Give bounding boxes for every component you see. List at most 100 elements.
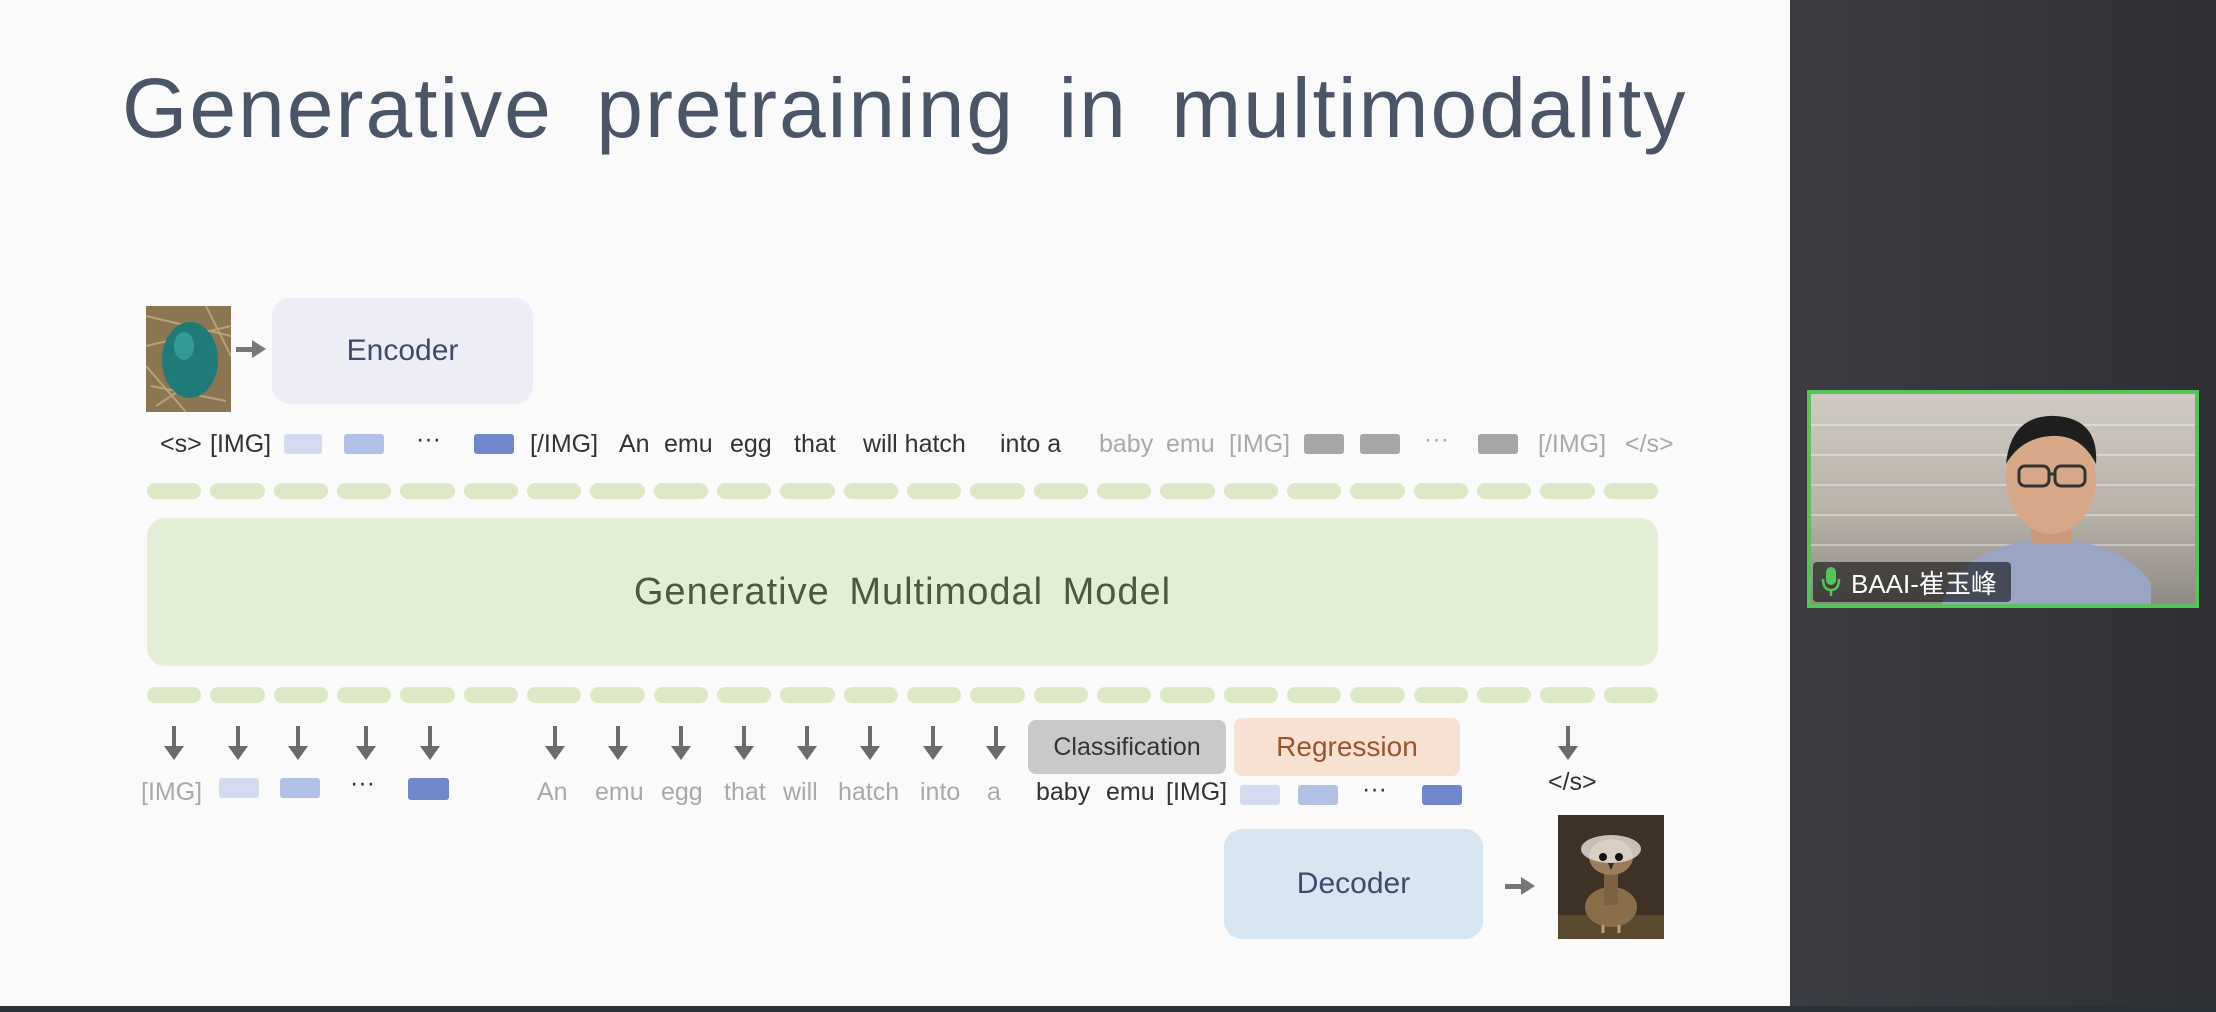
participant-name-tag: BAAI-崔玉峰 xyxy=(1813,562,2011,602)
output-text-token: [IMG] xyxy=(1166,778,1228,806)
embedding-pill xyxy=(1350,687,1405,703)
embedding-pill xyxy=(147,687,202,703)
image-token-gray xyxy=(1478,434,1518,454)
embedding-pill xyxy=(780,483,835,499)
text-token: egg xyxy=(730,430,772,458)
text-token: into a xyxy=(1000,430,1062,458)
embedding-pill xyxy=(210,687,265,703)
embedding-pill xyxy=(843,483,898,499)
output-text-token-gray: that xyxy=(724,778,766,806)
embedding-pill xyxy=(210,483,265,499)
embedding-pill xyxy=(273,687,328,703)
down-arrow-icon xyxy=(608,726,628,762)
bottom-bar xyxy=(0,1006,2216,1012)
embedding-pill xyxy=(1160,687,1215,703)
token-start: <s> xyxy=(160,430,202,458)
decoder-box: Decoder xyxy=(1224,829,1483,939)
embedding-pill xyxy=(1097,483,1152,499)
down-arrow-icon xyxy=(545,726,565,762)
embedding-pill xyxy=(1350,483,1405,499)
output-text-token-gray: An xyxy=(537,778,568,806)
down-arrow-icon xyxy=(164,726,184,762)
embedding-pill xyxy=(463,483,518,499)
token-ellipsis-gray: ··· xyxy=(1424,425,1449,453)
output-text-token: emu xyxy=(1106,778,1155,806)
embedding-pill xyxy=(717,483,772,499)
embedding-pill xyxy=(1223,483,1278,499)
embedding-pill xyxy=(590,687,645,703)
embedding-pill xyxy=(1160,483,1215,499)
embedding-pill xyxy=(843,687,898,703)
down-arrow-icon xyxy=(671,726,691,762)
text-token: An xyxy=(619,430,650,458)
embedding-pill xyxy=(653,483,708,499)
embedding-pill xyxy=(1223,687,1278,703)
token-end-gray: </s> xyxy=(1625,430,1674,458)
output-text-token: baby xyxy=(1036,778,1091,806)
token-img-open: [IMG] xyxy=(210,430,272,458)
token-img-close: [/IMG] xyxy=(530,430,599,458)
embedding-pill xyxy=(1287,687,1342,703)
image-token-dark xyxy=(474,434,514,454)
token-img-close-gray: [/IMG] xyxy=(1538,430,1607,458)
embedding-pill xyxy=(147,483,202,499)
down-arrow-icon xyxy=(1558,726,1578,762)
emu-egg-image xyxy=(146,306,231,412)
presentation-slide: Generative pretraining in multimodality … xyxy=(0,0,1790,1006)
text-token: that xyxy=(794,430,836,458)
embedding-pill xyxy=(1097,687,1152,703)
microphone-icon xyxy=(1821,567,1841,596)
text-token: will hatch xyxy=(863,430,966,458)
down-arrow-icon xyxy=(923,726,943,762)
text-token-gray: baby xyxy=(1099,430,1154,458)
output-text-token-gray: hatch xyxy=(838,778,900,806)
image-token-gray xyxy=(1360,434,1400,454)
output-image-token-dark xyxy=(1422,785,1462,805)
text-token-gray: emu xyxy=(1166,430,1215,458)
output-image-token-mid xyxy=(1298,785,1338,805)
embedding-pill xyxy=(1540,483,1595,499)
embedding-pill xyxy=(907,687,962,703)
output-image-token-light xyxy=(219,778,259,798)
embedding-pill xyxy=(1603,687,1658,703)
embedding-pill xyxy=(527,483,582,499)
encoder-input-arrow-icon xyxy=(236,339,268,359)
image-token-mid xyxy=(344,434,384,454)
text-token: emu xyxy=(664,430,713,458)
encoder-box: Encoder xyxy=(272,298,533,404)
down-arrow-icon xyxy=(860,726,880,762)
output-token-ellipsis: ··· xyxy=(1362,775,1387,803)
image-token-light xyxy=(284,434,322,454)
embedding-pill xyxy=(1033,687,1088,703)
token-img-open-gray: [IMG] xyxy=(1229,430,1291,458)
participant-video-tile[interactable]: BAAI-崔玉峰 xyxy=(1807,390,2199,608)
embedding-pill xyxy=(400,687,455,703)
participant-name: BAAI-崔玉峰 xyxy=(1851,568,1997,599)
embedding-pill xyxy=(653,687,708,703)
regression-label: Regression xyxy=(1234,718,1460,776)
embedding-pill xyxy=(1603,483,1658,499)
image-token-gray xyxy=(1304,434,1344,454)
embedding-pill xyxy=(1287,483,1342,499)
output-token-img-open: [IMG] xyxy=(141,778,203,806)
embedding-pill xyxy=(970,483,1025,499)
down-arrow-icon xyxy=(797,726,817,762)
token-ellipsis: ··· xyxy=(416,425,441,453)
slide-title: Generative pretraining in multimodality xyxy=(122,61,1688,155)
down-arrow-icon xyxy=(986,726,1006,762)
embedding-pill xyxy=(590,483,645,499)
output-text-token-gray: emu xyxy=(595,778,644,806)
output-image-token-dark xyxy=(408,778,449,800)
classification-label: Classification xyxy=(1028,720,1226,774)
decoder-output-arrow-icon xyxy=(1505,876,1537,896)
down-arrow-icon xyxy=(734,726,754,762)
embedding-pill xyxy=(1477,483,1532,499)
output-text-token-gray: into xyxy=(920,778,961,806)
baby-emu-image xyxy=(1558,815,1664,939)
down-arrow-icon xyxy=(356,726,376,762)
output-text-token-gray: a xyxy=(987,778,1001,806)
embedding-pill xyxy=(1477,687,1532,703)
embedding-pill xyxy=(337,687,392,703)
embedding-pill xyxy=(273,483,328,499)
participant-silhouette xyxy=(1942,415,2151,604)
